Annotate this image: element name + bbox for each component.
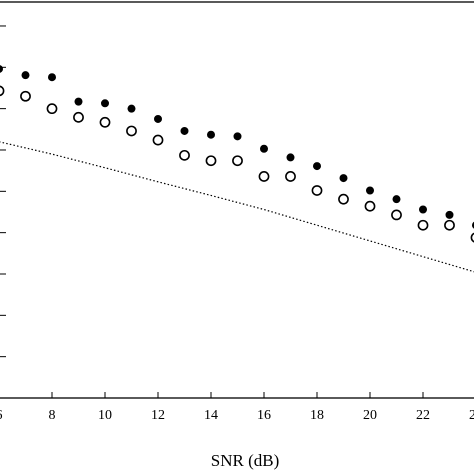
data-point xyxy=(286,153,295,162)
plot-area xyxy=(0,1,474,399)
y-axis xyxy=(0,25,6,358)
x-tick-label: 6 xyxy=(0,408,3,423)
data-point xyxy=(101,99,110,108)
data-point xyxy=(0,85,5,97)
data-point xyxy=(364,200,376,212)
data-point xyxy=(179,149,190,161)
x-tick-label: 16 xyxy=(257,408,271,423)
data-point xyxy=(126,125,137,137)
series-1 xyxy=(0,65,474,229)
data-point xyxy=(206,130,215,139)
data-point xyxy=(73,111,84,123)
data-point xyxy=(258,171,270,182)
data-point xyxy=(365,186,374,195)
data-point xyxy=(20,90,31,102)
data-point xyxy=(285,171,296,182)
x-tick-label: 10 xyxy=(98,408,112,423)
data-point xyxy=(470,232,474,243)
data-point xyxy=(0,65,3,73)
data-point xyxy=(311,185,323,196)
data-point xyxy=(418,205,427,214)
data-point xyxy=(99,116,111,128)
data-point xyxy=(338,193,349,205)
series-layer xyxy=(0,65,474,273)
data-point xyxy=(21,71,30,80)
x-tick-label: 12 xyxy=(151,408,165,423)
plot-frame xyxy=(0,1,474,399)
x-tick-label: 22 xyxy=(416,408,430,423)
data-point xyxy=(259,144,268,153)
data-point xyxy=(180,126,189,135)
x-tick-label: 18 xyxy=(310,408,324,423)
data-point xyxy=(127,104,136,113)
data-point xyxy=(339,174,348,183)
x-tick-label: 24 xyxy=(469,408,474,423)
series-2 xyxy=(0,85,474,243)
series-line xyxy=(0,141,474,273)
data-point xyxy=(153,114,162,123)
data-point xyxy=(391,209,402,221)
data-point xyxy=(445,210,454,219)
data-point xyxy=(46,103,58,115)
data-point xyxy=(233,132,242,141)
x-axis: 6 8 10 12 14 16 18 20 22 24 xyxy=(0,392,474,423)
data-point xyxy=(48,73,57,82)
data-point xyxy=(444,219,455,231)
data-point xyxy=(205,155,217,167)
data-point xyxy=(74,97,83,106)
x-tick-label: 14 xyxy=(204,408,218,423)
data-point xyxy=(417,219,429,231)
series-3 xyxy=(0,141,474,273)
data-point xyxy=(392,195,401,204)
x-axis-title: SNR (dB) xyxy=(211,451,279,470)
x-tick-label: 20 xyxy=(363,408,377,423)
data-point xyxy=(232,155,243,167)
x-tick-label: 8 xyxy=(49,408,56,423)
data-point xyxy=(152,134,164,146)
data-point xyxy=(312,162,321,171)
